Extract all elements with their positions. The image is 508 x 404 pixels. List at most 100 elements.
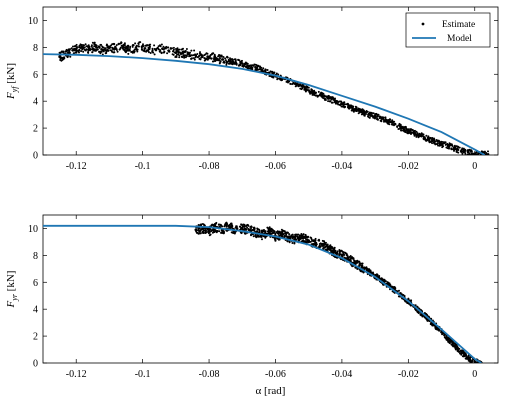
plot-area bbox=[43, 41, 490, 157]
estimate-point bbox=[473, 363, 475, 365]
estimate-point bbox=[219, 57, 221, 60]
estimate-point bbox=[429, 141, 432, 143]
estimate-point bbox=[320, 91, 323, 94]
estimate-point bbox=[189, 51, 191, 54]
x-tick-label: -0.12 bbox=[66, 369, 87, 380]
estimate-point bbox=[448, 342, 451, 345]
estimate-point bbox=[281, 232, 284, 235]
estimate-point bbox=[203, 223, 205, 226]
estimate-point bbox=[192, 57, 195, 60]
estimate-point bbox=[178, 56, 181, 59]
estimate-point bbox=[262, 67, 265, 70]
estimate-point bbox=[291, 233, 294, 236]
estimate-point bbox=[360, 109, 362, 112]
estimate-point bbox=[328, 246, 331, 249]
estimate-point bbox=[461, 152, 464, 155]
estimate-point bbox=[89, 49, 91, 52]
estimate-point bbox=[149, 45, 151, 48]
estimate-point bbox=[208, 56, 211, 59]
estimate-point bbox=[407, 129, 410, 132]
estimate-point bbox=[352, 105, 355, 108]
estimate-point bbox=[484, 155, 486, 157]
estimate-point bbox=[285, 231, 288, 234]
estimate-point bbox=[328, 248, 331, 251]
estimate-point bbox=[424, 312, 427, 315]
estimate-point bbox=[361, 108, 364, 111]
estimate-point bbox=[371, 115, 374, 118]
estimate-point bbox=[200, 54, 202, 57]
estimate-point bbox=[225, 63, 228, 66]
estimate-point bbox=[340, 102, 343, 105]
estimate-point bbox=[303, 88, 306, 90]
estimate-point bbox=[212, 228, 215, 231]
estimate-point bbox=[340, 249, 342, 252]
estimate-point bbox=[184, 51, 186, 54]
estimate-point bbox=[421, 315, 424, 318]
estimate-point bbox=[345, 253, 348, 255]
estimate-point bbox=[246, 226, 249, 229]
x-tick-label: 0 bbox=[472, 161, 477, 172]
estimate-point bbox=[68, 49, 71, 52]
estimate-point bbox=[444, 336, 447, 339]
estimate-point bbox=[304, 89, 307, 92]
estimate-point bbox=[259, 235, 262, 238]
estimate-point bbox=[411, 131, 413, 134]
estimate-point bbox=[171, 47, 173, 50]
estimate-point bbox=[108, 45, 111, 48]
estimate-point bbox=[365, 113, 367, 115]
estimate-point bbox=[175, 48, 177, 50]
y-tick-label: 2 bbox=[33, 332, 38, 343]
estimate-point bbox=[172, 46, 175, 49]
estimate-point bbox=[437, 328, 440, 331]
estimate-point bbox=[248, 64, 251, 67]
estimate-point bbox=[181, 52, 184, 55]
estimate-point bbox=[261, 69, 264, 72]
estimate-point bbox=[403, 128, 406, 131]
estimate-point bbox=[164, 47, 167, 50]
estimate-point bbox=[255, 230, 258, 233]
estimate-point bbox=[270, 229, 272, 231]
legend-box bbox=[405, 12, 491, 48]
estimate-point bbox=[391, 123, 394, 126]
estimate-point bbox=[62, 58, 65, 61]
estimate-point bbox=[160, 51, 163, 54]
estimate-point bbox=[237, 64, 240, 67]
estimate-point bbox=[438, 141, 441, 144]
estimate-point bbox=[203, 57, 206, 60]
estimate-point bbox=[440, 331, 443, 334]
estimate-point bbox=[327, 96, 329, 98]
estimate-point bbox=[310, 238, 313, 241]
estimate-point bbox=[144, 47, 147, 50]
estimate-point bbox=[109, 49, 112, 52]
estimate-point bbox=[393, 287, 396, 290]
estimate-point bbox=[229, 225, 232, 228]
estimate-point bbox=[464, 152, 467, 155]
estimate-point bbox=[371, 272, 374, 275]
y-tick-label: 10 bbox=[28, 224, 38, 235]
estimate-point bbox=[355, 106, 358, 109]
estimate-point bbox=[330, 97, 333, 100]
chart-panel-2: 0 2 4 6 8 10 -0.12 -0.1 -0.08 -0.06 -0.04 -0.02 0 Fyr… bbox=[5, 214, 499, 397]
estimate-point bbox=[222, 232, 225, 235]
estimate-point bbox=[311, 93, 314, 96]
estimate-point bbox=[333, 247, 336, 250]
estimate-point bbox=[272, 232, 275, 234]
estimate-point bbox=[406, 131, 409, 134]
estimate-point bbox=[137, 45, 140, 48]
estimate-point bbox=[375, 273, 378, 276]
estimate-point bbox=[229, 58, 232, 61]
estimate-point bbox=[414, 304, 417, 307]
estimate-point bbox=[342, 104, 345, 107]
estimate-point bbox=[94, 49, 97, 52]
y-tick-label: 0 bbox=[33, 151, 38, 162]
estimate-point bbox=[250, 226, 253, 228]
estimate-point bbox=[209, 233, 212, 236]
estimate-point bbox=[102, 49, 105, 52]
estimate-point bbox=[297, 83, 300, 86]
estimate-point bbox=[227, 225, 230, 228]
estimate-point bbox=[296, 236, 299, 239]
plot-area bbox=[43, 221, 483, 365]
estimate-point bbox=[456, 147, 459, 150]
estimate-point bbox=[61, 50, 64, 53]
